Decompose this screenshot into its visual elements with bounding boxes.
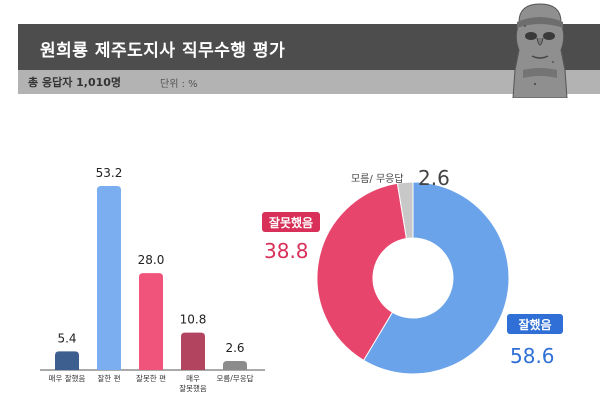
bar-value-label: 10.8: [180, 313, 207, 327]
slice-label: 잘했음: [518, 317, 551, 332]
slice-value-label: 2.6: [418, 166, 450, 190]
subtitle-bar: [18, 70, 600, 94]
dol-hareubang-statue-icon: [512, 3, 568, 98]
bar-value-label: 28.0: [138, 253, 165, 267]
slice-value-label: 58.6: [510, 344, 555, 368]
slice-label: 모름/ 무응답: [351, 173, 404, 185]
unit-label: 단위 : %: [160, 79, 198, 90]
bar: [55, 351, 79, 370]
slice-value-label: 38.8: [264, 239, 309, 263]
bar-value-label: 53.2: [96, 166, 123, 180]
bar: [181, 332, 205, 370]
bar: [223, 361, 247, 370]
bar-category-label: 매우: [186, 374, 200, 383]
donut-chart: 잘했음 58.6 잘못했음 38.8 모름/ 무응답 2.6: [262, 166, 563, 375]
slice-label: 잘못했음: [269, 215, 313, 230]
bar-value-label: 5.4: [57, 331, 76, 345]
page-title: 원희룡 제주도지사 직무수행 평가: [40, 41, 286, 61]
header: 원희룡 제주도지사 직무수행 평가 총 응답자 1,010명 단위 : %: [0, 0, 600, 98]
donut-slice: [316, 182, 408, 362]
donut-slice: [396, 181, 414, 240]
bar-category-label: 모름/무응답: [216, 373, 253, 383]
respondent-count: 총 응답자 1,010명: [28, 76, 122, 89]
bar-category-label: 잘못한 편: [136, 373, 166, 383]
bar: [97, 186, 121, 370]
bar-value-label: 2.6: [225, 341, 244, 355]
bar-category-label: 잘한 편: [97, 373, 120, 383]
slice-label-box: [262, 212, 320, 232]
title-bar: [18, 24, 600, 70]
bar: [139, 273, 163, 370]
bar-category-label: 잘못했음: [179, 383, 207, 393]
donut-slice: [362, 181, 510, 375]
bar-category-label: 매우 잘했음: [49, 373, 86, 383]
slice-label-box: [507, 314, 563, 334]
